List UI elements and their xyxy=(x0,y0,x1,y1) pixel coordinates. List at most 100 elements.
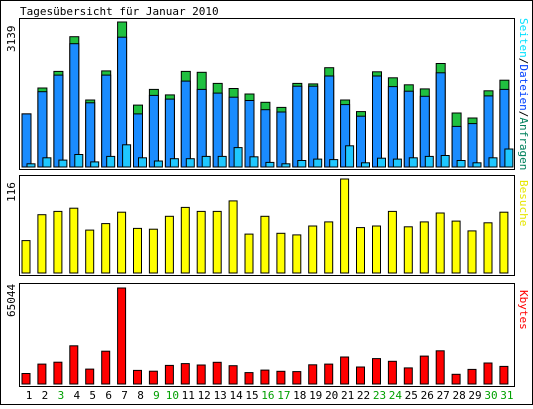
x-label-day-10: 10 xyxy=(166,389,179,402)
x-label-day-24: 24 xyxy=(389,389,403,402)
x-label-day-5: 5 xyxy=(89,389,96,402)
bar-seiten-7 xyxy=(122,144,132,168)
x-label-day-26: 26 xyxy=(421,389,434,402)
bar-besuche-1 xyxy=(21,240,31,274)
panel-visits-frame xyxy=(19,175,515,276)
bar-besuche-5 xyxy=(85,229,95,274)
x-label-day-22: 22 xyxy=(357,389,370,402)
bar-kbytes-12 xyxy=(196,364,206,385)
bar-seiten-29 xyxy=(472,162,482,168)
x-axis-labels: 1 2 3 4 5 6 7 8 9 10 11 12 13 14 15 16 17 18 19 20 21 22 23 24 2… xyxy=(26,389,514,402)
bar-dateien-2 xyxy=(37,91,48,168)
bar-seiten-16 xyxy=(265,161,275,168)
bar-besuche-7 xyxy=(117,211,127,274)
legend-separator-1: / xyxy=(517,58,530,65)
bar-kbytes-25 xyxy=(403,367,413,385)
bar-dateien-6 xyxy=(101,74,112,168)
bar-seiten-30 xyxy=(488,157,498,168)
bar-dateien-22 xyxy=(356,115,366,168)
bar-kbytes-26 xyxy=(419,355,429,385)
bar-besuche-19 xyxy=(308,225,318,274)
bar-seiten-1 xyxy=(26,163,36,168)
bar-seiten-9 xyxy=(153,160,163,168)
x-label-day-8: 8 xyxy=(137,389,144,402)
x-label-day-17: 17 xyxy=(277,389,290,402)
bar-kbytes-18 xyxy=(292,371,302,385)
x-label-day-23: 23 xyxy=(373,389,386,402)
bar-dateien-10 xyxy=(164,98,175,168)
bar-kbytes-22 xyxy=(356,366,365,385)
bar-seiten-15 xyxy=(249,156,259,168)
bar-dateien-4 xyxy=(69,43,80,168)
bar-besuche-21 xyxy=(340,178,350,274)
bar-seiten-31 xyxy=(504,148,514,168)
bar-kbytes-11 xyxy=(180,363,190,385)
bar-besuche-2 xyxy=(37,214,47,274)
bar-seiten-21 xyxy=(345,145,355,168)
bar-seiten-3 xyxy=(58,159,68,168)
x-label-day-6: 6 xyxy=(105,389,112,402)
bar-kbytes-30 xyxy=(483,362,493,385)
bar-besuche-16 xyxy=(260,215,270,274)
bar-dateien-29 xyxy=(467,123,478,168)
bars-layer xyxy=(21,21,514,385)
bar-besuche-18 xyxy=(292,234,302,274)
x-label-day-29: 29 xyxy=(468,389,481,402)
bar-seiten-11 xyxy=(185,158,195,168)
bar-seiten-23 xyxy=(377,157,386,168)
x-label-day-27: 27 xyxy=(437,389,450,402)
x-label-day-16: 16 xyxy=(261,389,274,402)
bar-besuche-17 xyxy=(276,232,286,274)
bar-dateien-27 xyxy=(435,72,446,168)
bar-besuche-6 xyxy=(101,223,111,274)
bar-dateien-9 xyxy=(148,94,159,168)
bar-dateien-16 xyxy=(260,109,271,168)
bar-kbytes-17 xyxy=(276,370,286,385)
bar-kbytes-7 xyxy=(117,287,127,385)
bar-seiten-2 xyxy=(42,157,52,168)
bar-dateien-5 xyxy=(85,102,96,168)
bar-kbytes-2 xyxy=(37,363,47,385)
bar-kbytes-8 xyxy=(133,369,142,385)
bar-besuche-26 xyxy=(419,221,429,274)
bar-kbytes-4 xyxy=(69,345,79,385)
x-label-day-2: 2 xyxy=(42,389,49,402)
bar-seiten-28 xyxy=(456,160,466,168)
bar-dateien-24 xyxy=(387,86,398,168)
bar-kbytes-24 xyxy=(387,360,397,385)
bar-besuche-15 xyxy=(244,233,254,274)
legend-seiten: Seiten xyxy=(517,18,530,58)
bar-seiten-24 xyxy=(392,158,402,168)
bar-kbytes-15 xyxy=(244,372,254,385)
bar-seiten-19 xyxy=(313,158,323,168)
bar-besuche-12 xyxy=(196,210,206,274)
bar-seiten-27 xyxy=(440,155,450,168)
bar-seiten-12 xyxy=(201,155,211,168)
x-label-day-1: 1 xyxy=(26,389,33,402)
x-label-day-28: 28 xyxy=(452,389,465,402)
chart-title: Tagesübersicht für Januar 2010 xyxy=(20,5,219,18)
x-label-day-14: 14 xyxy=(229,389,243,402)
bar-seiten-4 xyxy=(74,154,84,168)
bar-dateien-12 xyxy=(196,88,207,168)
panel-kbytes-frame xyxy=(19,283,515,387)
bar-besuche-28 xyxy=(451,220,461,274)
bar-seiten-20 xyxy=(329,159,339,168)
bar-kbytes-9 xyxy=(148,370,158,385)
x-label-day-15: 15 xyxy=(245,389,258,402)
bar-dateien-18 xyxy=(292,85,303,168)
bar-besuche-13 xyxy=(212,210,222,274)
bar-kbytes-10 xyxy=(164,364,174,385)
visits-ymax-label: 116 xyxy=(5,182,18,202)
hits-ymax-label: 3139 xyxy=(5,26,18,53)
bar-kbytes-3 xyxy=(53,361,63,385)
bar-kbytes-20 xyxy=(324,363,334,385)
bar-kbytes-31 xyxy=(499,365,509,385)
x-label-day-4: 4 xyxy=(73,389,80,402)
bar-besuche-22 xyxy=(356,227,365,274)
bar-kbytes-13 xyxy=(212,361,222,385)
bar-seiten-8 xyxy=(138,157,147,168)
kbytes-legend: Kbytes xyxy=(517,290,530,330)
